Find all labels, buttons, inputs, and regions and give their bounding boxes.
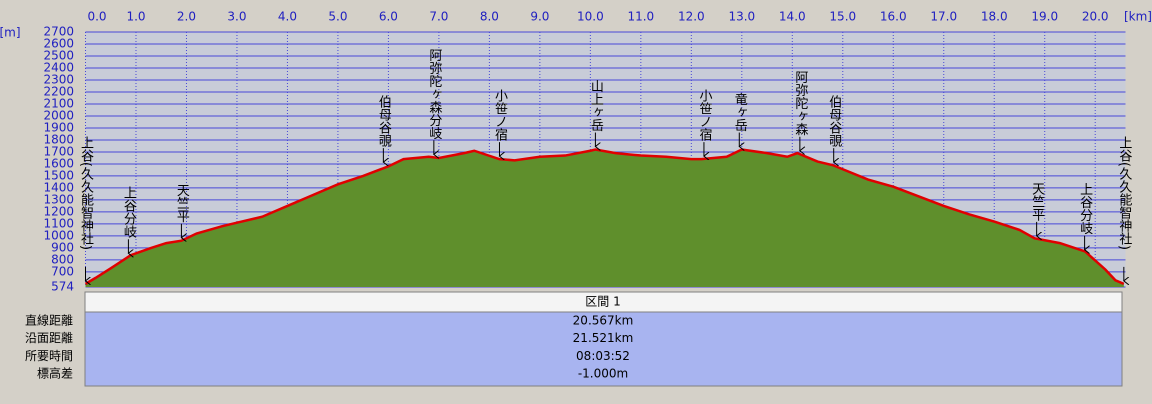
x-tick-label: 20.0 <box>1082 10 1109 24</box>
x-tick-label: 14.0 <box>779 10 806 24</box>
x-tick-label: 13.0 <box>728 10 755 24</box>
y-unit: [m] <box>0 26 21 40</box>
y-tick-label: 2300 <box>43 72 74 86</box>
row-label: 所要時間 <box>25 349 73 363</box>
y-tick-label: 900 <box>51 240 74 254</box>
profile-line <box>84 148 1125 286</box>
waypoint-label: 阿弥陀ヶ森分岐 <box>426 48 442 139</box>
waypoint-label: 上谷(久久能智神社) <box>1116 136 1132 250</box>
waypoint-label: 山上ヶ岳 <box>588 80 604 132</box>
y-tick-label: 1200 <box>43 204 74 218</box>
x-tick-label: 2.0 <box>177 10 196 24</box>
waypoint-label: 天竺平 <box>174 184 190 223</box>
waypoint-label: 伯母谷覗 <box>376 95 392 148</box>
waypoint-label: 上谷分岐 <box>121 186 137 238</box>
y-tick-label: 2500 <box>43 48 74 62</box>
y-tick-label: 1000 <box>43 228 74 242</box>
waypoint-label: 上谷(久久能智神社) <box>78 136 94 250</box>
y-tick-label: 1100 <box>43 216 74 230</box>
x-tick-label: 16.0 <box>880 10 907 24</box>
row-value: 21.521km <box>573 331 634 345</box>
x-tick-label: 3.0 <box>227 10 246 24</box>
row-label: 直線距離 <box>25 313 73 328</box>
x-tick-label: 15.0 <box>829 10 856 24</box>
y-tick-label: 2400 <box>43 60 74 74</box>
y-tick-label: 1600 <box>43 156 74 170</box>
waypoint-label: 天竺平 <box>1029 182 1045 221</box>
waypoint-label: 阿弥陀ヶ森 <box>792 71 808 136</box>
y-tick-label: 1700 <box>43 144 74 158</box>
x-tick-label: 5.0 <box>328 10 347 24</box>
y-tick-label: 800 <box>51 252 74 266</box>
y-tick-label: 2600 <box>43 36 74 50</box>
row-value: 20.567km <box>573 314 634 328</box>
row-value: -1.000m <box>578 367 628 381</box>
area-fill <box>85 149 1124 287</box>
y-tick-label: 574 <box>51 280 74 294</box>
x-tick-label: 11.0 <box>627 10 654 24</box>
y-tick-label: 2000 <box>43 108 74 122</box>
x-unit: [km] <box>1124 10 1152 24</box>
y-tick-label: 1900 <box>43 120 74 134</box>
x-tick-label: 1.0 <box>126 10 145 24</box>
x-tick-label: 6.0 <box>379 10 398 24</box>
row-label: 沿面距離 <box>25 331 73 345</box>
x-tick-label: 9.0 <box>530 10 549 24</box>
row-label: 標高差 <box>37 366 73 381</box>
x-tick-label: 8.0 <box>480 10 499 24</box>
y-tick-label: 1500 <box>43 168 74 182</box>
y-tick-label: 2700 <box>43 25 74 39</box>
table-body-bg <box>84 311 1123 387</box>
y-tick-label: 1400 <box>43 180 74 194</box>
x-tick-label: 19.0 <box>1031 10 1058 24</box>
y-tick-label: 700 <box>51 264 74 278</box>
y-tick-label: 1800 <box>43 132 74 146</box>
x-tick-label: 12.0 <box>678 10 705 24</box>
x-tick-label: 18.0 <box>981 10 1008 24</box>
waypoint-label: 伯母谷覗 <box>826 95 842 148</box>
y-tick-label: 2100 <box>43 96 74 110</box>
table: 区間 1 直線距離 20.567km 沿面距離 21.521km 所要時間 08:03:5… <box>25 291 1123 387</box>
y-tick-label: 2200 <box>43 84 74 98</box>
table-header: 区間 1 <box>585 295 620 309</box>
x-tick-label: 7.0 <box>429 10 448 24</box>
waypoint-label: 竜ヶ岳 <box>732 93 748 132</box>
x-tick-label: 10.0 <box>577 10 604 24</box>
x-tick-label: 0.0 <box>87 10 106 24</box>
waypoint-label: 小笹ノ宿 <box>696 89 712 141</box>
waypoint-label: 小笹ノ宿 <box>492 89 508 141</box>
x-tick-label: 17.0 <box>930 10 957 24</box>
waypoint-label: 上谷分岐 <box>1077 183 1093 235</box>
x-tick-label: 4.0 <box>278 10 297 24</box>
y-tick-label: 1300 <box>43 192 74 206</box>
row-value: 08:03:52 <box>576 349 630 363</box>
